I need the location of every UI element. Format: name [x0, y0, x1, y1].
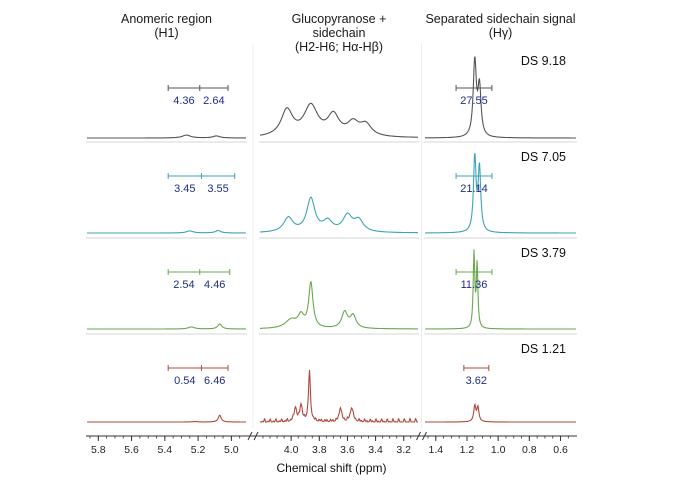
ds-label: DS 3.79: [521, 246, 566, 260]
integral-label-h1: 0.54: [174, 375, 195, 387]
panel-title-anomeric-line-1: (H1): [154, 26, 178, 40]
spectrum-sidechain-2: [425, 249, 576, 330]
x-tick-label: 3.4: [368, 444, 383, 456]
ds-label: DS 9.18: [521, 54, 566, 68]
integral-label-h1: 6.46: [204, 375, 225, 387]
spectrum-glucopyranose-1: [259, 196, 418, 234]
panel-title-sidechain-line-0: Separated sidechain signal: [425, 12, 575, 26]
integral-label-h1: 3.55: [207, 183, 228, 195]
spectrum-anomeric-1: [87, 229, 246, 234]
spectrum-anomeric-3: [87, 414, 246, 423]
integral-label-sidechain: 3.62: [466, 375, 487, 387]
x-tick-label: 1.4: [428, 444, 443, 456]
x-tick-label: 5.4: [158, 444, 173, 456]
spectrum-anomeric-2: [87, 323, 246, 330]
spectrum-sidechain-0: [425, 56, 576, 139]
integral-label-h1: 3.45: [174, 183, 195, 195]
axis-break-mark: [253, 431, 259, 441]
integral-label-sidechain: 21.14: [460, 183, 488, 195]
x-tick-label: 0.8: [522, 444, 537, 456]
spectrum-glucopyranose-3: [260, 369, 419, 423]
axis-break-mark: [247, 431, 253, 441]
x-tick-label: 5.8: [91, 444, 106, 456]
panel-title-glucopyranose-line-2: (H2-H6; Hα-Hβ): [295, 40, 383, 54]
ds-label: DS 7.05: [521, 150, 566, 164]
integral-label-h1: 4.46: [204, 279, 225, 291]
integral-label-sidechain: 11.36: [461, 279, 488, 291]
x-tick-label: 0.6: [553, 444, 568, 456]
panel-title-sidechain-line-1: (Hγ): [489, 26, 513, 40]
panel-title-glucopyranose-line-1: sidechain: [313, 26, 366, 40]
integral-label-h1: 2.64: [203, 95, 224, 107]
x-tick-label: 3.2: [396, 444, 411, 456]
x-tick-label: 1.2: [460, 444, 475, 456]
x-tick-label: 3.6: [340, 444, 355, 456]
panel-title-anomeric-line-0: Anomeric region: [121, 12, 212, 26]
spectrum-sidechain-1: [425, 153, 576, 234]
x-tick-label: 1.0: [491, 444, 506, 456]
integral-label-sidechain: 27.55: [460, 95, 488, 107]
x-tick-label: 5.6: [124, 444, 139, 456]
ds-label: DS 1.21: [521, 342, 566, 356]
spectrum-glucopyranose-2: [260, 280, 418, 330]
axis-break-mark: [416, 431, 421, 441]
spectrum-sidechain-3: [425, 402, 576, 423]
x-axis-title: Chemical shift (ppm): [276, 461, 386, 475]
panel-title-glucopyranose-line-0: Glucopyranose +: [292, 12, 387, 26]
x-tick-label: 5.0: [224, 444, 239, 456]
spectrum-glucopyranose-0: [259, 102, 418, 138]
integral-label-h1: 4.36: [173, 95, 194, 107]
x-tick-label: 5.2: [191, 444, 206, 456]
spectrum-anomeric-0: [87, 134, 246, 139]
integral-label-h1: 2.54: [173, 279, 194, 291]
x-tick-label: 4.0: [284, 444, 299, 456]
axis-break-mark: [422, 431, 427, 441]
x-tick-label: 3.8: [312, 444, 327, 456]
